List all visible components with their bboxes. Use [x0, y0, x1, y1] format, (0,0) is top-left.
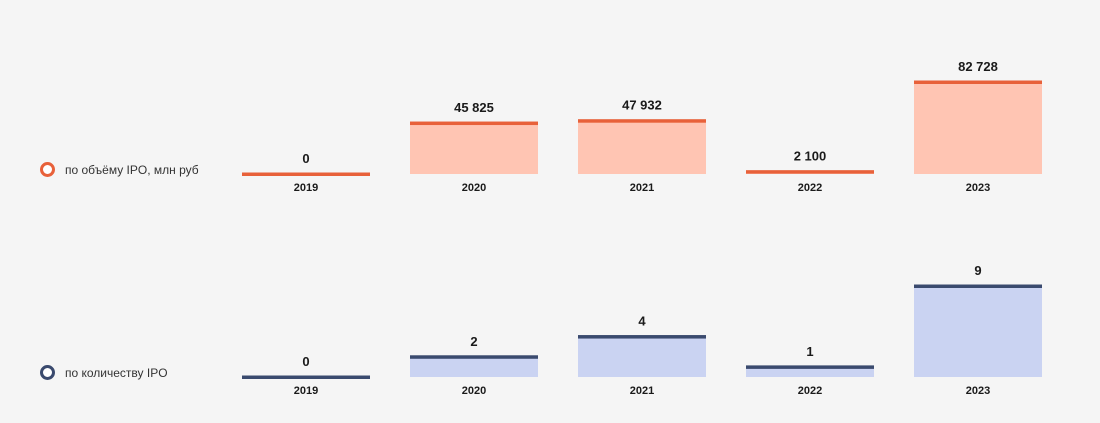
tick-label-2019: 2019 — [294, 385, 318, 397]
bar-top-line-2022 — [746, 365, 874, 369]
tick-label-2023: 2023 — [966, 385, 990, 397]
legend-count-marker-icon — [40, 365, 55, 380]
bar-top-line-2020 — [410, 121, 538, 126]
legend-count-label: по количеству IPO — [65, 365, 168, 380]
tick-label-2019: 2019 — [294, 182, 318, 194]
bar-2021 — [578, 120, 706, 174]
bar-top-line-2023 — [914, 80, 1042, 84]
legend-volume-label: по объёму IPO, млн руб — [65, 162, 199, 177]
chart-panel-2: 0 2019 2 2020 4 2021 1 2022 9 2023 — [242, 263, 1042, 397]
value-label-2022: 2 100 — [794, 149, 827, 164]
bar-2022 — [746, 366, 874, 377]
value-label-2019: 0 — [302, 151, 309, 166]
bar-top-line-2021 — [578, 335, 706, 339]
value-label-2019: 0 — [302, 354, 309, 369]
bar-2020 — [410, 123, 538, 174]
legend-volume-marker-icon — [40, 162, 55, 177]
value-label-2020: 45 825 — [454, 100, 494, 115]
value-label-2020: 2 — [470, 334, 477, 349]
bar-top-line-2022 — [746, 170, 874, 174]
tick-label-2021: 2021 — [630, 182, 654, 194]
bar-top-line-2023 — [914, 284, 1042, 288]
bar-2021 — [578, 336, 706, 377]
bar-top-line-2020 — [410, 355, 538, 359]
value-label-2023: 9 — [974, 263, 981, 278]
legend-volume: по объёму IPO, млн руб — [40, 162, 199, 177]
chart-panel-1: 0 2019 45 825 2020 47 932 2021 2 100 2022 82 728… — [242, 59, 1042, 194]
value-label-2023: 82 728 — [958, 59, 998, 74]
bar-2020 — [410, 356, 538, 377]
tick-label-2022: 2022 — [798, 182, 822, 194]
bar-top-line-2019 — [242, 375, 370, 379]
value-label-2022: 1 — [806, 344, 813, 359]
value-label-2021: 4 — [638, 314, 646, 329]
tick-label-2020: 2020 — [462, 182, 486, 194]
legend-count: по количеству IPO — [40, 365, 168, 380]
bar-top-line-2019 — [242, 172, 370, 176]
tick-label-2020: 2020 — [462, 385, 486, 397]
bar-2023 — [914, 286, 1042, 377]
tick-label-2021: 2021 — [630, 385, 654, 397]
tick-label-2023: 2023 — [966, 182, 990, 194]
value-label-2021: 47 932 — [622, 98, 662, 113]
tick-label-2022: 2022 — [798, 385, 822, 397]
bar-top-line-2021 — [578, 119, 706, 123]
bar-2023 — [914, 82, 1042, 174]
